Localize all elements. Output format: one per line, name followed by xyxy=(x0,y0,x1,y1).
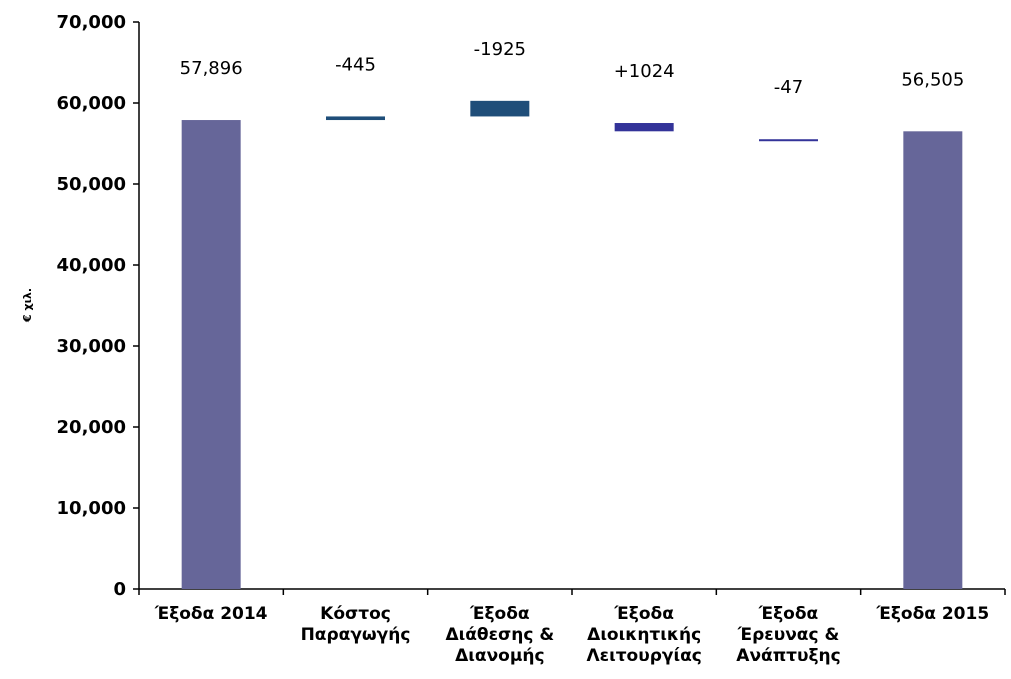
category-label: Έξοδα 2015 xyxy=(875,604,989,624)
category-label: Έξοδα Διάθεσης & Διανομής xyxy=(445,604,554,666)
y-axis-title: € χιλ. xyxy=(21,288,34,323)
data-label: -1925 xyxy=(474,39,526,60)
y-tick-label: 10,000 xyxy=(57,498,126,519)
y-tick-label: 30,000 xyxy=(57,336,126,357)
data-label: 56,505 xyxy=(901,69,964,90)
category-label: Έξοδα Έρευνας & Ανάπτυξης xyxy=(736,604,840,666)
data-labels: 57,896 -445 -1925 +1024 -47 56,505 xyxy=(180,39,965,98)
total-bar xyxy=(903,131,963,589)
data-label: 57,896 xyxy=(180,58,243,79)
category-label: Έξοδα Διοικητικής Λειτουργίας xyxy=(586,604,701,666)
total-bar xyxy=(181,120,241,590)
x-axis-ticks xyxy=(138,589,1006,595)
category-labels: Έξοδα 2014 Κόστος Παραγωγής Έξοδα Διάθεσης &… xyxy=(154,604,989,666)
y-tick-label: 0 xyxy=(113,579,126,600)
data-label: +1024 xyxy=(614,61,675,82)
change-bar xyxy=(614,123,674,132)
y-axis-ticks: 0 10,000 20,000 30,000 40,000 50,000 60,000 70,… xyxy=(57,12,139,600)
category-label: Έξοδα 2014 xyxy=(154,604,268,624)
data-label: -445 xyxy=(335,54,376,75)
change-bar xyxy=(326,116,385,121)
y-tick-label: 70,000 xyxy=(57,12,126,33)
y-tick-label: 20,000 xyxy=(57,417,126,438)
y-tick-label: 50,000 xyxy=(57,174,126,195)
category-label: Κόστος Παραγωγής xyxy=(301,604,411,645)
change-bar xyxy=(470,100,530,117)
y-tick-label: 60,000 xyxy=(57,93,126,114)
y-tick-label: 40,000 xyxy=(57,255,126,276)
change-bar xyxy=(759,139,818,142)
bars xyxy=(181,100,963,590)
data-label: -47 xyxy=(774,77,803,98)
